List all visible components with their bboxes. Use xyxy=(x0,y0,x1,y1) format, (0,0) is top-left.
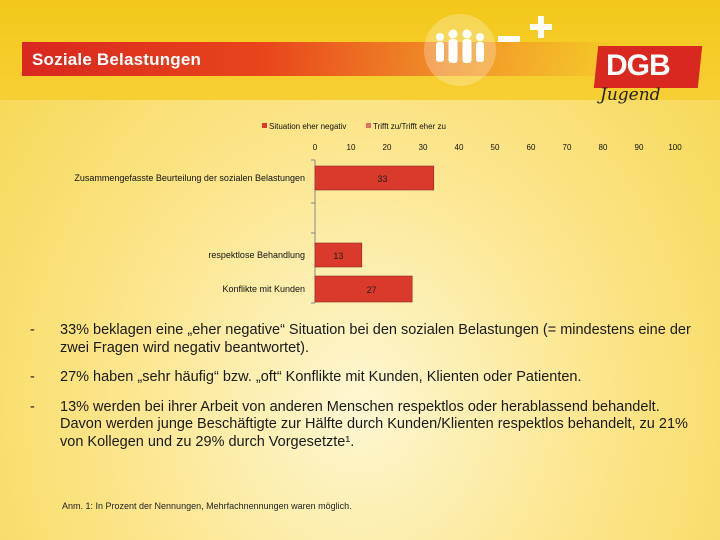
legend-label-series-1: Situation eher negativ xyxy=(269,122,346,131)
bar-2 xyxy=(314,242,363,268)
legend-swatch-series-2 xyxy=(366,123,371,128)
y-axis-marks xyxy=(311,159,315,304)
x-tick-label: 100 xyxy=(668,143,682,152)
bullet-item: - 33% beklagen eine „eher negative“ Situ… xyxy=(30,322,702,357)
bullet-dash: - xyxy=(30,322,35,338)
bullet-text: 27% haben „sehr häufig“ bzw. „oft“ Konfl… xyxy=(60,369,582,385)
bar-value-label: 13 xyxy=(333,251,343,261)
x-tick-label: 30 xyxy=(419,143,428,152)
bar-value-label: 27 xyxy=(367,285,377,295)
legend-swatch-series-1 xyxy=(262,123,267,128)
legend-label-series-2: Trifft zu/Trifft eher zu xyxy=(373,122,446,131)
x-tick-label: 80 xyxy=(599,143,608,152)
x-tick-label: 10 xyxy=(347,143,356,152)
x-tick-label: 40 xyxy=(455,143,464,152)
bullet-item: - 13% werden bei ihrer Arbeit von andere… xyxy=(30,399,702,452)
x-tick-label: 90 xyxy=(635,143,644,152)
x-axis-ticks: 0 10 20 30 40 50 60 70 80 90 100 xyxy=(313,143,682,152)
x-tick-label: 50 xyxy=(491,143,500,152)
category-label: Konflikte mit Kunden xyxy=(222,284,305,294)
x-tick-label: 0 xyxy=(313,143,318,152)
people-group-icon xyxy=(424,14,496,86)
dgb-logo: DGB xyxy=(606,49,671,82)
chart-legend: Situation eher negativ Trifft zu/Trifft … xyxy=(262,122,446,131)
jugend-logo-script: Jugend xyxy=(597,85,661,105)
bar-3 xyxy=(314,275,413,303)
bullet-text: 13% werden bei ihrer Arbeit von anderen … xyxy=(60,398,688,450)
category-labels: Zusammengefasste Beurteilung der soziale… xyxy=(74,173,305,294)
bar-1 xyxy=(314,165,435,191)
x-tick-label: 60 xyxy=(527,143,536,152)
title-bar xyxy=(22,42,622,76)
slide-title: Soziale Belastungen xyxy=(32,50,202,69)
footnote: Anm. 1: In Prozent der Nennungen, Mehrfa… xyxy=(62,501,352,511)
bar-chart: Situation eher negativ Trifft zu/Trifft … xyxy=(74,122,682,304)
bullet-item: - 27% haben „sehr häufig“ bzw. „oft“ Kon… xyxy=(30,369,702,387)
bullet-dash: - xyxy=(30,369,35,385)
bars-group: 33 13 27 xyxy=(314,165,435,303)
category-label: respektlose Behandlung xyxy=(208,250,305,260)
x-tick-label: 70 xyxy=(563,143,572,152)
bullet-text: 33% beklagen eine „eher negative“ Situat… xyxy=(60,322,691,356)
category-label: Zusammengefasste Beurteilung der soziale… xyxy=(74,173,305,183)
svg-text:Jugend: Jugend xyxy=(597,85,661,105)
plus-minus-icon xyxy=(498,16,552,42)
bullet-dash: - xyxy=(30,398,35,415)
bar-value-label: 33 xyxy=(377,174,387,184)
bullet-list: - 33% beklagen eine „eher negative“ Situ… xyxy=(30,322,702,463)
x-tick-label: 20 xyxy=(383,143,392,152)
